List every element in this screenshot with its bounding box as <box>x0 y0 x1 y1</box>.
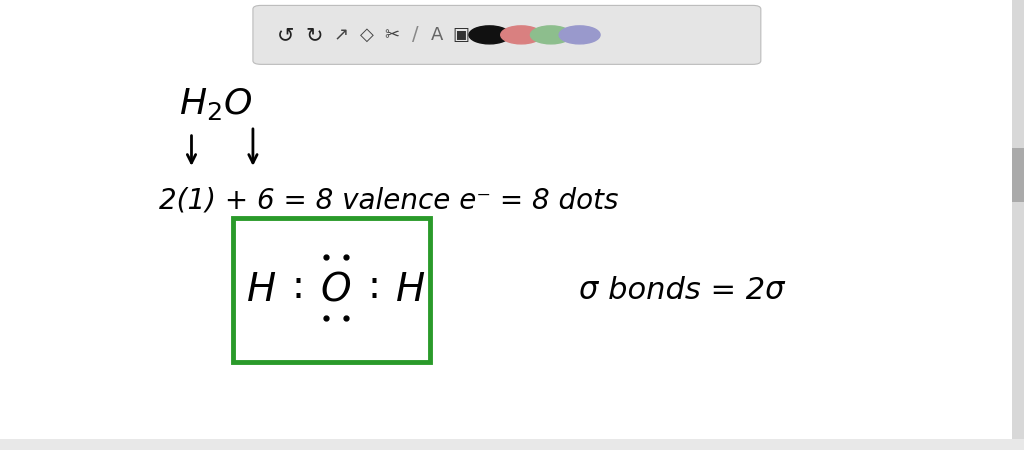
Text: ▣: ▣ <box>453 26 469 44</box>
Circle shape <box>559 26 600 44</box>
Text: 2(1) + 6 = 8 valence e⁻ = 8 dots: 2(1) + 6 = 8 valence e⁻ = 8 dots <box>159 186 618 214</box>
Text: σ bonds = 2σ: σ bonds = 2σ <box>579 276 784 305</box>
Text: ✂: ✂ <box>385 26 399 44</box>
Circle shape <box>469 26 510 44</box>
Text: H: H <box>396 271 425 309</box>
Circle shape <box>501 26 542 44</box>
Text: :: : <box>292 268 304 306</box>
Text: ◇: ◇ <box>359 26 374 44</box>
Bar <box>0 439 1024 450</box>
Text: ↺: ↺ <box>276 25 295 45</box>
Circle shape <box>530 26 571 44</box>
FancyBboxPatch shape <box>253 5 761 64</box>
Text: /: / <box>413 25 419 45</box>
Bar <box>1012 0 1024 450</box>
Text: ↗: ↗ <box>334 26 348 44</box>
Text: ↻: ↻ <box>305 25 324 45</box>
Bar <box>233 218 430 362</box>
Text: A: A <box>431 26 443 44</box>
Text: O: O <box>321 271 351 309</box>
Text: H: H <box>247 271 275 309</box>
Text: H$_2$O: H$_2$O <box>179 86 253 122</box>
Bar <box>1012 148 1024 202</box>
Text: :: : <box>368 268 380 306</box>
